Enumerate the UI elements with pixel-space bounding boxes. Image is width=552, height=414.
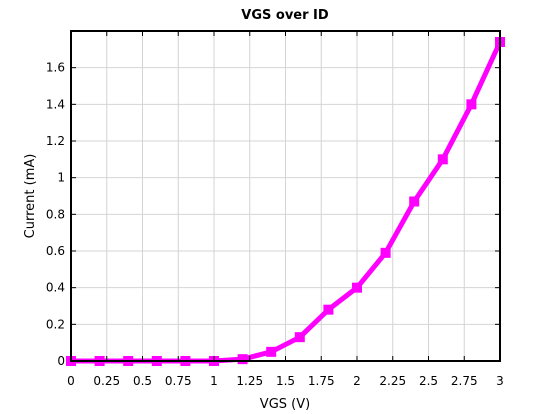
- x-tick-label: 2.25: [379, 374, 406, 388]
- data-point: [352, 282, 362, 293]
- data-point: [380, 247, 391, 258]
- grid: [70, 31, 501, 362]
- x-ticks: 0 0.25 0.5 0.75 1 1.25 1.5 1.75 2 2.25 2.5 2.75 3: [67, 31, 504, 388]
- y-tick-label: 1.2: [46, 134, 65, 148]
- y-tick-label: 0.8: [46, 207, 65, 221]
- chart-title: VGS over ID: [241, 8, 329, 23]
- data-point: [409, 196, 420, 207]
- x-tick-label: 0: [67, 374, 75, 388]
- x-tick-label: 1.5: [276, 374, 295, 388]
- data-point: [466, 99, 477, 110]
- y-tick-label: 0.6: [46, 244, 65, 258]
- y-tick-label: 1.6: [46, 61, 65, 75]
- x-tick-label: 2.75: [451, 374, 478, 388]
- x-tick-label: 1: [210, 374, 218, 388]
- y-ticks: 0 0.2 0.4 0.6 0.8 1 1.2 1.4 1.6: [46, 61, 500, 368]
- x-tick-label: 1.75: [308, 374, 335, 388]
- x-tick-label: 0.75: [165, 374, 192, 388]
- x-tick-label: 2.5: [419, 374, 438, 388]
- x-tick-label: 2: [353, 374, 361, 388]
- x-tick-label: 3: [496, 374, 504, 388]
- y-tick-label: 1: [57, 171, 65, 185]
- data-point: [437, 154, 448, 165]
- x-tick-label: 0.5: [133, 374, 152, 388]
- y-tick-label: 0.4: [46, 281, 65, 295]
- x-tick-label: 0.25: [93, 374, 120, 388]
- x-axis-label: VGS (V): [260, 397, 310, 412]
- data-point: [323, 304, 334, 315]
- x-tick-label: 1.25: [236, 374, 263, 388]
- data-point: [294, 332, 305, 343]
- data-point: [266, 346, 277, 357]
- y-axis-label: Current (mA): [23, 154, 38, 239]
- y-tick-label: 0: [57, 354, 65, 368]
- y-tick-label: 1.4: [46, 97, 65, 111]
- y-tick-label: 0.2: [46, 317, 65, 331]
- data-point: [237, 354, 248, 365]
